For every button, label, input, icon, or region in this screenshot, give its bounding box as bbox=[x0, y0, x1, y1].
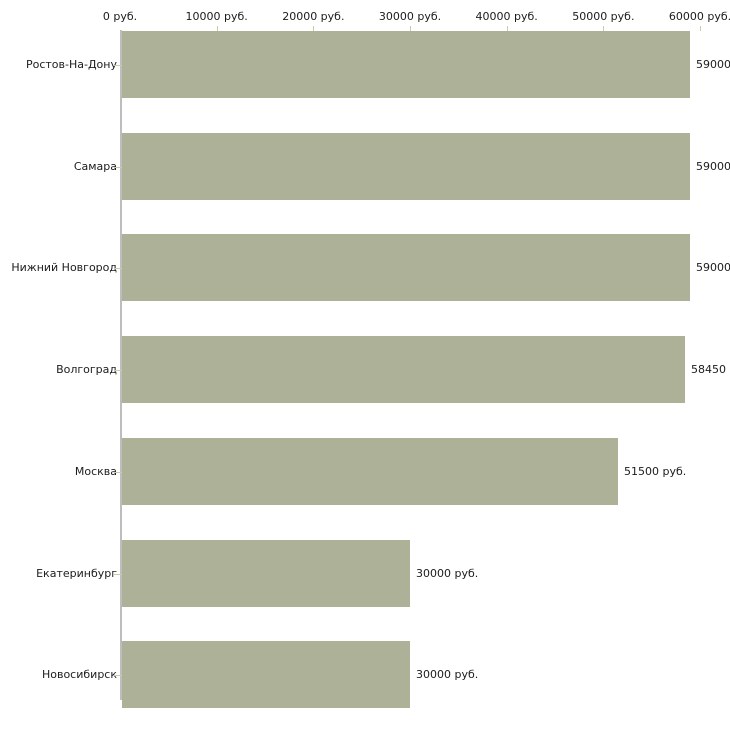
category-label: Волгоград bbox=[56, 363, 117, 376]
bar bbox=[122, 133, 690, 200]
y-axis-line bbox=[120, 30, 122, 700]
y-axis-tick-mark bbox=[114, 574, 122, 575]
x-axis-tick-label: 10000 руб. bbox=[185, 10, 248, 23]
category-label: Москва bbox=[74, 465, 117, 478]
category-label: Новосибирск bbox=[41, 668, 117, 681]
x-axis-tick-mark bbox=[217, 26, 218, 31]
value-label: 58450 руб. bbox=[691, 363, 730, 376]
value-label: 59000 руб. bbox=[696, 261, 730, 274]
x-axis-tick-label: 50000 руб. bbox=[572, 10, 635, 23]
bar bbox=[122, 31, 690, 98]
y-axis-tick-mark bbox=[114, 675, 122, 676]
x-axis-tick-mark bbox=[313, 26, 314, 31]
category-label: Ростов-На-Дону bbox=[25, 58, 117, 71]
y-axis-tick-mark bbox=[114, 65, 122, 66]
bar bbox=[122, 540, 410, 607]
value-label: 30000 руб. bbox=[416, 567, 479, 580]
bar bbox=[122, 641, 410, 708]
x-axis-tick-mark bbox=[700, 26, 701, 31]
bar bbox=[122, 438, 618, 505]
x-axis-tick-label: 60000 руб. bbox=[668, 10, 730, 23]
value-label: 59000 руб. bbox=[696, 58, 730, 71]
y-axis-tick-mark bbox=[114, 370, 122, 371]
y-axis-tick-mark bbox=[114, 268, 122, 269]
x-axis-tick-mark bbox=[410, 26, 411, 31]
value-label: 51500 руб. bbox=[624, 465, 687, 478]
category-label: Самара bbox=[73, 160, 117, 173]
x-axis-tick-mark bbox=[603, 26, 604, 31]
category-label: Екатеринбург bbox=[36, 567, 117, 580]
category-label: Нижний Новгород bbox=[11, 261, 117, 274]
value-label: 59000 руб. bbox=[696, 160, 730, 173]
y-axis-tick-mark bbox=[114, 167, 122, 168]
value-label: 30000 руб. bbox=[416, 668, 479, 681]
x-axis-tick-label: 40000 руб. bbox=[475, 10, 538, 23]
x-axis-tick-label: 20000 руб. bbox=[282, 10, 345, 23]
bar bbox=[122, 234, 690, 301]
x-axis-tick-label: 0 руб. bbox=[102, 10, 138, 23]
y-axis-tick-mark bbox=[114, 472, 122, 473]
x-axis-tick-label: 30000 руб. bbox=[378, 10, 442, 23]
bar bbox=[122, 336, 685, 403]
x-axis-tick-mark bbox=[507, 26, 508, 31]
